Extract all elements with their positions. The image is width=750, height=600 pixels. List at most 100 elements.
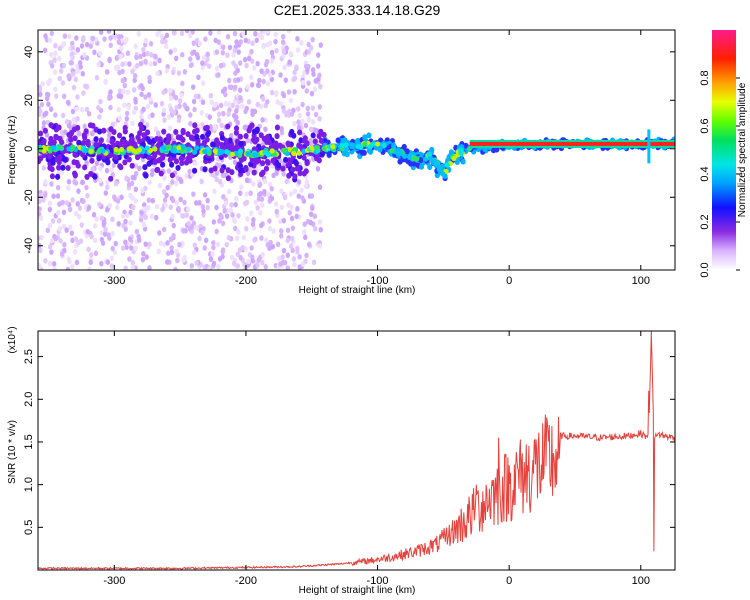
spectrum-point (120, 61, 125, 68)
spectrum-point (258, 181, 263, 188)
spectrum-point (200, 203, 206, 210)
spectrum-point (120, 77, 126, 84)
spectrum-point (96, 61, 101, 68)
spectrum-point (216, 117, 222, 124)
spectrum-point (202, 148, 208, 155)
spectrum-point (246, 258, 251, 265)
spectrum-point (241, 155, 247, 162)
spectrum-point (61, 62, 67, 69)
spectrum-point (76, 213, 82, 220)
spectrum-point (206, 150, 212, 156)
spectrum-point (138, 60, 144, 67)
spectrum-point (190, 84, 196, 90)
spectrum-point (98, 107, 104, 114)
spectrum-point (150, 112, 155, 118)
spectrum-point (317, 104, 322, 110)
spectrum-point (273, 38, 278, 45)
spectrum-point (216, 263, 221, 270)
spectrum-point (278, 261, 283, 267)
spectrum-point (259, 160, 266, 167)
spectrum-point (243, 133, 249, 140)
spectrum-point (152, 146, 158, 152)
spectrum-point (43, 179, 48, 185)
spectrum-point (53, 134, 60, 141)
spectrum-point (175, 257, 180, 264)
spectrum-point (60, 80, 66, 86)
spectrum-point (90, 166, 95, 172)
spectrum-point (140, 187, 145, 194)
spectrum-point (96, 149, 102, 155)
spectrum-point (137, 130, 143, 137)
spectrum-point (221, 110, 226, 117)
spectrum-point (342, 137, 348, 144)
spectrum-point (168, 95, 174, 102)
spectrum-point (234, 235, 240, 242)
spectrum-point (116, 39, 122, 46)
spectrum-point (236, 49, 241, 55)
spectrum-point (98, 137, 104, 144)
spectrum-point (127, 256, 132, 262)
spectrum-point (110, 245, 115, 252)
spectrum-point (47, 37, 53, 43)
spectrum-point (196, 74, 201, 81)
spectrum-point (191, 249, 197, 256)
spectrum-point (201, 208, 206, 214)
spectrum-point (306, 49, 312, 55)
spectrum-point (184, 212, 189, 218)
spectrum-point (114, 65, 119, 72)
spectrum-point (205, 51, 210, 58)
spectrum-point (212, 124, 218, 131)
spectrum-point (432, 158, 438, 164)
spectrum-point (53, 86, 58, 93)
spectrum-point (389, 148, 395, 154)
spectrum-point (251, 128, 257, 135)
spectrum-point (290, 225, 296, 231)
spectrum-point (56, 217, 62, 224)
spectrum-point (212, 148, 218, 154)
spectrum-point (291, 76, 296, 83)
spectrum-point (269, 195, 275, 202)
spectrum-point (122, 159, 128, 166)
spectrum-point (68, 224, 73, 230)
spectrum-point (212, 102, 218, 108)
snr-frame (37, 330, 676, 571)
snr-plot (38, 331, 675, 570)
spectrum-point (428, 155, 434, 162)
spectrum-point (89, 233, 94, 240)
spectrum-point (248, 190, 253, 197)
spectrum-point (282, 64, 287, 71)
spectrum-point (191, 49, 197, 55)
spectrum-point (249, 81, 255, 88)
spectrum-point (66, 146, 72, 152)
snr-x-ticks: -300 -200 -100 0 100 (103, 331, 650, 587)
spectrum-point (105, 184, 110, 191)
spectrum-point (170, 197, 176, 204)
spectrum-point (66, 185, 71, 191)
spectrum-point (274, 124, 281, 131)
spectrum-point (263, 61, 269, 68)
spectrum-point (258, 222, 264, 229)
spectrum-point (283, 156, 289, 163)
spectrum-point (279, 204, 285, 211)
spectrum-point (276, 255, 282, 262)
x-tick-label: -200 (235, 575, 257, 587)
spectrum-point (171, 222, 176, 229)
spectrum-point (70, 45, 76, 51)
spectrum-point (310, 119, 316, 125)
spectrum-point (359, 149, 366, 156)
spectrum-point (299, 187, 304, 194)
spectrum-point (182, 102, 187, 108)
spectrum-point (278, 101, 284, 107)
spectrum-point (295, 47, 301, 53)
spectrum-point (179, 160, 185, 167)
spectrum-point (182, 199, 187, 206)
spectrum-point (211, 240, 216, 246)
spectrum-point (134, 154, 141, 161)
spectrum-point (305, 105, 311, 112)
spectrum-point (256, 82, 262, 89)
spectrum-point (123, 226, 128, 232)
spectrum-point (222, 208, 227, 214)
spectrum-point (107, 57, 112, 64)
spectrum-point (44, 110, 49, 117)
y-tick-label: 2.0 (23, 392, 35, 407)
